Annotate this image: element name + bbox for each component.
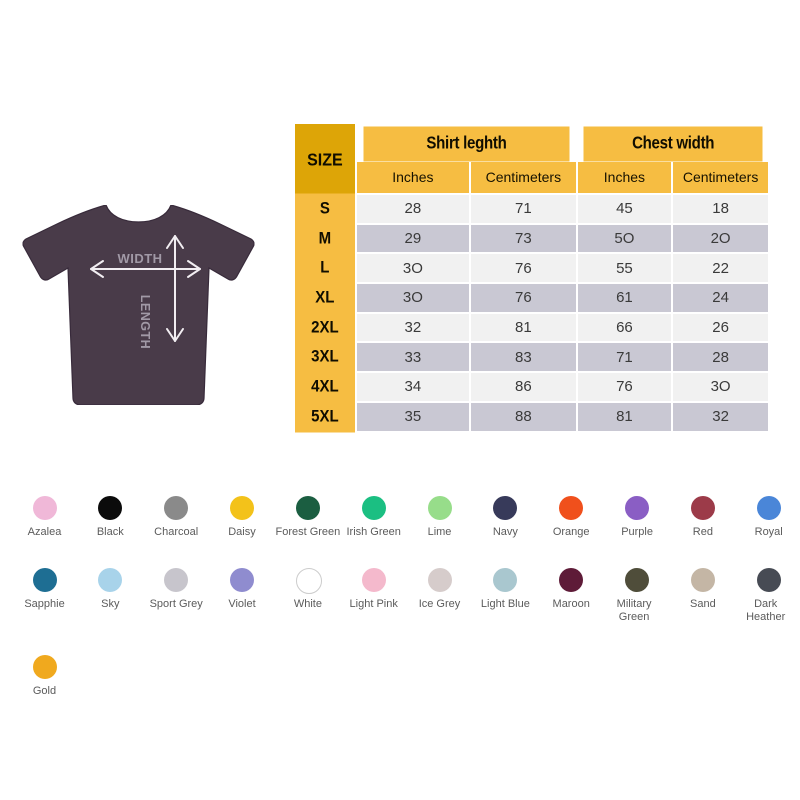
svg-text:LENGTH: LENGTH [138,295,152,349]
svg-text:WIDTH: WIDTH [117,251,162,266]
